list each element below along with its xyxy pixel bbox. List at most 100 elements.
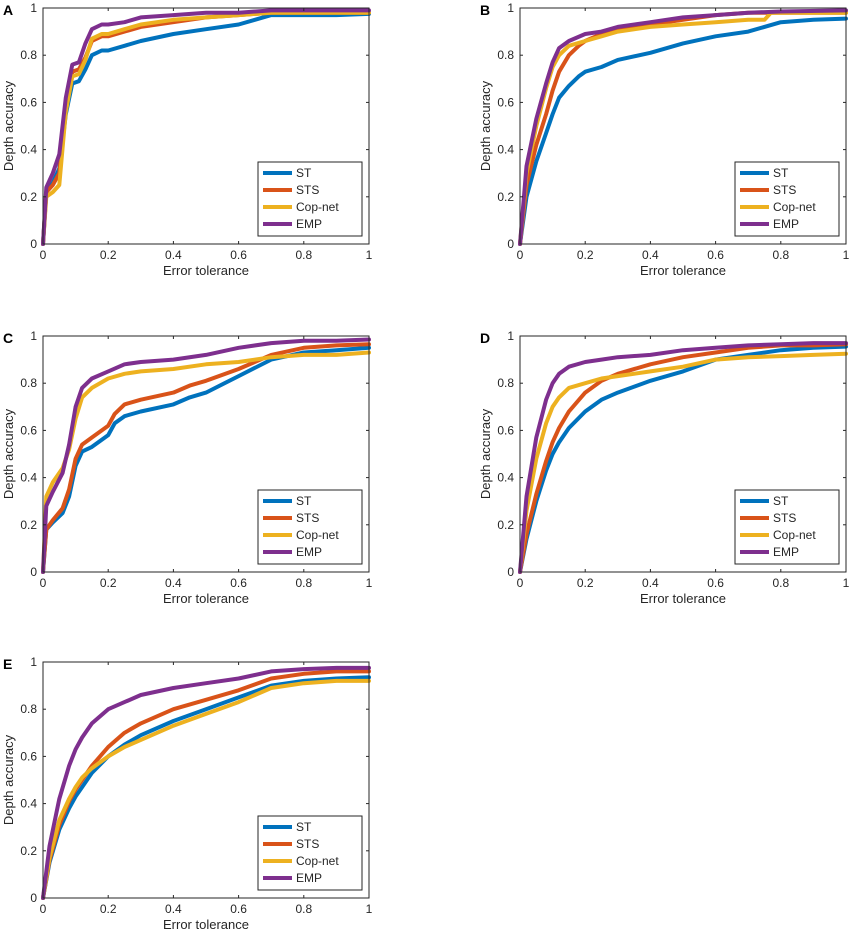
x-tick-label: 0.8	[772, 576, 789, 590]
x-tick-label: 0.2	[577, 576, 594, 590]
x-tick-label: 0.2	[100, 902, 117, 916]
x-tick-label: 1	[366, 576, 373, 590]
y-tick-label: 1	[507, 329, 514, 343]
y-axis-label: Depth accuracy	[1, 80, 16, 171]
series-line-cop-net	[518, 351, 848, 574]
chart-panel-e: E 0 0.2 0.4 0.6 0.8 1 0 0.2 0.4 0.6 0.8 1 Error toler…	[1, 655, 373, 932]
legend: ST STS Cop-net EMP	[257, 815, 363, 891]
axes-box	[42, 335, 370, 573]
x-tick-label: 0.2	[100, 576, 117, 590]
x-tick-label: 0	[40, 902, 47, 916]
y-tick-label: 0.2	[20, 518, 37, 532]
x-tick-label: 1	[366, 248, 373, 262]
x-tick-label: 0.8	[295, 902, 312, 916]
y-axis-label: Depth accuracy	[478, 80, 493, 171]
chart-panel-b: B 0 0.2 0.4 0.6 0.8 1 0 0.2 0.4 0.6 0.8 1 Error toler…	[478, 1, 850, 278]
legend: ST STS Cop-net EMP	[257, 489, 363, 565]
x-tick-label: 1	[843, 576, 850, 590]
x-tick-label: 0.2	[577, 248, 594, 262]
legend-entry: EMP	[296, 545, 322, 559]
x-tick-label: 1	[366, 902, 373, 916]
x-tick-label: 0.2	[100, 248, 117, 262]
x-tick-label: 0	[517, 248, 524, 262]
x-tick-label: 0.4	[642, 576, 659, 590]
y-tick-label: 0.2	[497, 518, 514, 532]
x-tick-label: 0.6	[230, 902, 247, 916]
y-axis-label: Depth accuracy	[1, 408, 16, 499]
y-tick-label: 0.2	[20, 190, 37, 204]
axes-box	[519, 7, 847, 245]
x-axis-label: Error tolerance	[640, 263, 726, 278]
y-tick-label: 0.2	[20, 844, 37, 858]
legend-entry: EMP	[296, 871, 322, 885]
y-tick-label: 0	[30, 237, 37, 251]
x-tick-label: 0.6	[230, 576, 247, 590]
x-axis-label: Error tolerance	[163, 917, 249, 932]
x-tick-label: 0.4	[165, 902, 182, 916]
legend-entry: Cop-net	[773, 528, 816, 542]
x-tick-label: 0.4	[165, 576, 182, 590]
y-tick-label: 0.6	[20, 423, 37, 437]
legend-entry: EMP	[773, 545, 799, 559]
legend-entry: ST	[296, 166, 312, 180]
y-tick-label: 0.4	[20, 471, 37, 485]
panel-letter: A	[3, 2, 13, 18]
legend-entry: Cop-net	[296, 200, 339, 214]
legend-entry: STS	[773, 511, 796, 525]
legend-entry: EMP	[296, 217, 322, 231]
x-axis-label: Error tolerance	[163, 591, 249, 606]
x-tick-label: 0.8	[295, 576, 312, 590]
series-line-emp	[41, 337, 371, 574]
y-tick-label: 0.6	[497, 95, 514, 109]
x-tick-label: 0	[40, 248, 47, 262]
y-tick-label: 0.6	[20, 749, 37, 763]
axes-box	[519, 335, 847, 573]
y-tick-label: 0	[30, 565, 37, 579]
series-line-st	[41, 675, 371, 900]
series-line-emp	[41, 665, 371, 900]
x-axis-label: Error tolerance	[163, 263, 249, 278]
chart-panel-d: D 0 0.2 0.4 0.6 0.8 1 0 0.2 0.4 0.6 0.8 1 Error toler…	[478, 329, 850, 606]
x-tick-label: 0.8	[772, 248, 789, 262]
series-line-st	[518, 16, 848, 246]
axes-box	[42, 661, 370, 899]
x-tick-label: 0.4	[165, 248, 182, 262]
y-tick-label: 0.8	[20, 376, 37, 390]
y-tick-label: 1	[30, 655, 37, 669]
series-line-emp	[518, 341, 848, 574]
y-tick-label: 0.6	[497, 423, 514, 437]
legend-entry: Cop-net	[296, 854, 339, 868]
series-line-emp	[41, 8, 371, 246]
x-tick-label: 0.8	[295, 248, 312, 262]
panel-letter: D	[480, 330, 490, 346]
y-tick-label: 0.4	[497, 471, 514, 485]
series-line-cop-net	[41, 10, 371, 246]
legend-entry: Cop-net	[773, 200, 816, 214]
legend-entry: ST	[773, 166, 789, 180]
y-tick-label: 0.8	[20, 702, 37, 716]
x-tick-label: 0	[40, 576, 47, 590]
legend: ST STS Cop-net EMP	[257, 161, 363, 237]
series-line-st	[41, 345, 371, 574]
y-tick-label: 0.2	[497, 190, 514, 204]
legend-entry: Cop-net	[296, 528, 339, 542]
y-tick-label: 0.8	[20, 48, 37, 62]
y-tick-label: 0.8	[497, 48, 514, 62]
series-line-cop-net	[41, 678, 371, 900]
legend-entry: ST	[773, 494, 789, 508]
y-tick-label: 0.4	[20, 143, 37, 157]
panel-letter: C	[3, 330, 13, 346]
y-axis-label: Depth accuracy	[478, 408, 493, 499]
y-tick-label: 0.4	[497, 143, 514, 157]
panel-letter: E	[3, 656, 12, 672]
x-tick-label: 1	[843, 248, 850, 262]
x-axis-label: Error tolerance	[640, 591, 726, 606]
chart-panel-c: C 0 0.2 0.4 0.6 0.8 1 0 0.2 0.4 0.6 0.8 1 Error toler…	[1, 329, 373, 606]
y-tick-label: 1	[30, 1, 37, 15]
chart-panel-a: A 0 0.2 0.4 0.6 0.8 1 0 0.2 0.4 0.6 0.8 1 Error toler…	[1, 1, 373, 278]
legend-entry: STS	[296, 837, 319, 851]
x-tick-label: 0.6	[230, 248, 247, 262]
y-tick-label: 0.6	[20, 95, 37, 109]
legend: ST STS Cop-net EMP	[734, 489, 840, 565]
